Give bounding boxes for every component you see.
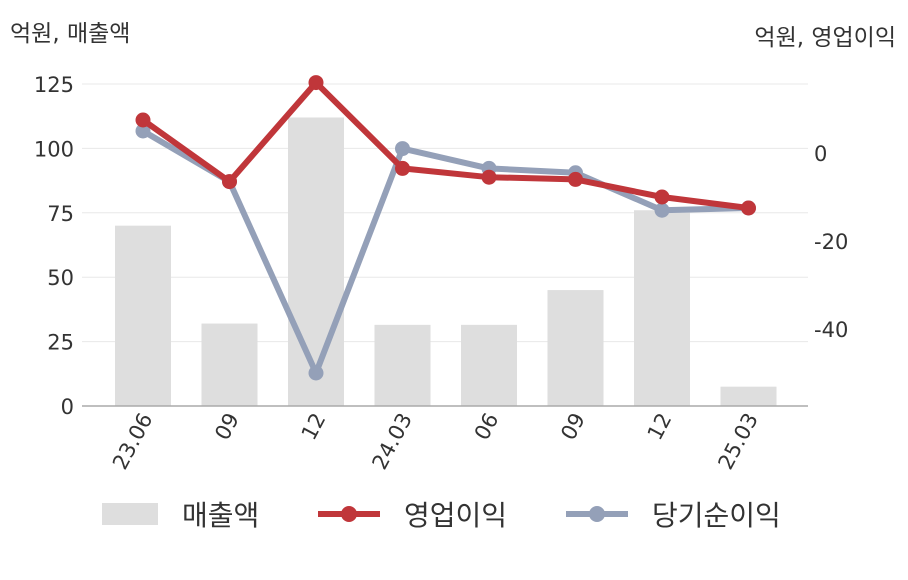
right-axis-tick-label: 0 bbox=[814, 142, 827, 166]
legend-swatch-operating-profit bbox=[318, 503, 380, 525]
legend-item-revenue: 매출액 bbox=[102, 492, 259, 536]
left-axis-tick-label: 50 bbox=[47, 266, 74, 290]
legend-label-revenue: 매출액 bbox=[182, 499, 260, 532]
x-axis-tick-label: 24.03 bbox=[367, 409, 416, 473]
x-axis-tick-label: 09 bbox=[556, 409, 590, 444]
x-axis-tick-label: 06 bbox=[470, 409, 504, 444]
legend-swatch-revenue bbox=[102, 503, 158, 525]
right-axis-unit-label: 억원, 영업이익 bbox=[754, 25, 896, 51]
point-net-income bbox=[135, 123, 151, 139]
combo-chart: 0 25 50 75 100 125 0 -20 -40 23.06 09 12 24.03 06 09 12… bbox=[34, 73, 848, 473]
point-operating-profit bbox=[654, 189, 670, 205]
legend-swatch-net-income bbox=[566, 503, 628, 525]
x-axis-tick-label: 25.03 bbox=[713, 409, 762, 473]
bar-revenue bbox=[720, 386, 777, 406]
bar-revenue bbox=[115, 225, 171, 406]
legend-item-operating-profit: 영업이익 bbox=[318, 492, 507, 536]
point-operating-profit bbox=[308, 75, 324, 91]
point-operating-profit bbox=[222, 174, 237, 190]
bar-revenue bbox=[201, 323, 258, 406]
legend-label-net-income: 당기순이익 bbox=[652, 499, 781, 532]
x-axis-tick-label: 23.06 bbox=[108, 409, 157, 473]
left-axis-tick-label: 25 bbox=[47, 331, 74, 355]
left-axis-tick-label: 0 bbox=[61, 395, 74, 419]
left-axis-tick-label: 125 bbox=[34, 73, 74, 97]
left-axis-unit-label: 억원, 매출액 bbox=[10, 21, 131, 47]
chart-legend: 매출액 영업이익 당기순이익 bbox=[0, 492, 908, 536]
point-operating-profit bbox=[568, 171, 583, 187]
x-axis-tick-label: 12 bbox=[297, 409, 331, 444]
left-axis-tick-label: 100 bbox=[34, 137, 74, 161]
bar-revenue bbox=[374, 324, 431, 406]
right-axis-tick-label: -20 bbox=[814, 230, 848, 254]
x-axis-tick-label: 12 bbox=[643, 409, 677, 444]
bar-revenue bbox=[461, 324, 517, 406]
left-axis-tick-label: 75 bbox=[47, 202, 74, 226]
point-operating-profit bbox=[741, 200, 756, 216]
bar-revenue bbox=[288, 117, 344, 406]
bar-revenue bbox=[634, 210, 690, 406]
point-operating-profit bbox=[395, 160, 410, 176]
line-net-income bbox=[140, 128, 752, 376]
legend-item-net-income: 당기순이익 bbox=[566, 492, 781, 536]
point-net-income bbox=[395, 141, 410, 157]
legend-label-operating-profit: 영업이익 bbox=[404, 499, 508, 532]
right-axis-tick-label: -40 bbox=[814, 318, 848, 342]
line-operating-profit bbox=[140, 79, 752, 211]
point-net-income bbox=[308, 365, 324, 381]
point-operating-profit bbox=[135, 112, 151, 128]
point-operating-profit bbox=[481, 169, 497, 185]
x-axis-tick-label: 09 bbox=[210, 409, 244, 444]
point-net-income bbox=[654, 202, 670, 218]
bar-revenue bbox=[547, 290, 604, 406]
